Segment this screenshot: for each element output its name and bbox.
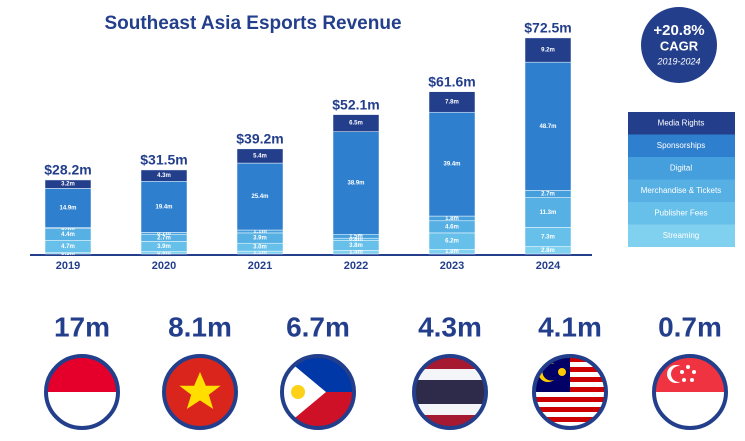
market-value: 4.1m (538, 311, 602, 342)
flag (652, 354, 728, 430)
segment-label: 0.8m (349, 237, 363, 243)
legend-swatch (628, 157, 735, 180)
segment-label: 3.9m (157, 244, 171, 250)
bar-segment (44, 179, 92, 189)
segment-label: 1.4m (349, 250, 363, 256)
total-label: $52.1m (332, 96, 379, 112)
legend-label: Digital (670, 164, 692, 173)
segment-label: 1.1m (253, 229, 267, 235)
total-label: $28.2m (44, 161, 91, 177)
segment-label: 2.7m (157, 235, 171, 241)
total-label: $72.5m (524, 20, 571, 36)
flag (280, 354, 356, 430)
market-value: 8.1m (168, 311, 232, 342)
segment-label: 25.4m (251, 194, 268, 200)
bar-segment (236, 148, 284, 164)
segment-label: 4.4m (61, 232, 75, 238)
segment-label: 3.2m (61, 182, 75, 188)
segment-label: 0.5m (61, 251, 75, 257)
total-label: $31.5m (140, 152, 187, 168)
legend-label: Sponsorships (657, 141, 705, 150)
segment-label: 39.4m (443, 162, 460, 168)
legend-swatch (628, 134, 735, 157)
segment-label: 4.7m (61, 244, 75, 250)
x-tick-label: 2020 (152, 260, 176, 272)
segment-label: 3.0m (253, 245, 267, 251)
segment-label: 1.8m (445, 216, 459, 222)
legend-swatch (628, 202, 735, 225)
segment-label: 3.9m (253, 236, 267, 242)
cagr-value: +20.8% (653, 22, 704, 39)
flag (44, 354, 120, 430)
bar-segment (332, 114, 380, 132)
bar-segment (428, 111, 476, 217)
segment-label: 19.4m (155, 204, 172, 210)
segment-label: 7.3m (541, 235, 555, 241)
bar-segment (140, 169, 188, 182)
segment-label: 4.3m (157, 173, 171, 179)
segment-label: 6.2m (445, 239, 459, 245)
bar-segment (332, 131, 380, 235)
x-tick-label: 2023 (440, 260, 464, 272)
chart-title: Southeast Asia Esports Revenue (104, 13, 401, 34)
bar-segment (236, 162, 284, 231)
segment-label: 0.4m (61, 226, 75, 232)
legend-label: Merchandise & Tickets (641, 186, 721, 195)
flag (532, 354, 608, 430)
segment-label: 1.8m (445, 249, 459, 255)
bar-segment (44, 188, 92, 228)
segment-label: 11.3m (540, 210, 557, 216)
bar-segment (524, 37, 572, 63)
x-tick-label: 2019 (56, 260, 80, 272)
segment-label: 1.1m (253, 250, 267, 256)
x-tick-label: 2024 (536, 260, 561, 272)
legend-swatch (628, 112, 735, 135)
segment-label: 0.9m (157, 250, 171, 256)
segment-label: 3.8m (349, 243, 363, 249)
segment-label: 14.9m (59, 206, 76, 212)
x-tick-label: 2022 (344, 260, 368, 272)
segment-label: 2.8m (541, 248, 555, 254)
segment-label: 4.6m (445, 224, 459, 230)
segment-label: 5.4m (253, 154, 267, 160)
legend-label: Media Rights (658, 119, 705, 128)
cagr-period: 2019-2024 (656, 56, 700, 66)
bar-segment (428, 91, 476, 113)
x-tick-label: 2021 (248, 260, 272, 272)
segment-label: 0.7m (157, 231, 171, 237)
market-value: 0.7m (658, 311, 722, 342)
flag (162, 354, 238, 430)
cagr-text: CAGR (660, 38, 699, 53)
segment-label: 38.9m (347, 181, 364, 187)
market-value: 4.3m (418, 311, 482, 342)
legend-swatch (628, 224, 735, 247)
segment-label: 9.2m (541, 48, 555, 54)
segment-label: 7.8m (445, 100, 459, 106)
flag (412, 354, 488, 430)
legend-swatch (628, 179, 735, 202)
total-label: $61.6m (428, 73, 475, 89)
segment-label: 48.7m (539, 124, 556, 130)
legend-label: Publisher Fees (654, 209, 707, 218)
segment-label: 1.5m (349, 234, 363, 240)
market-value: 6.7m (286, 311, 350, 342)
total-label: $39.2m (236, 131, 283, 147)
legend-label: Streaming (663, 231, 699, 240)
bar-segment (524, 197, 572, 228)
cagr-badge (641, 7, 717, 83)
segment-label: 2.7m (541, 192, 555, 198)
segment-label: 6.5m (349, 121, 363, 127)
bar-segment (140, 181, 188, 233)
market-value: 17m (54, 311, 110, 342)
